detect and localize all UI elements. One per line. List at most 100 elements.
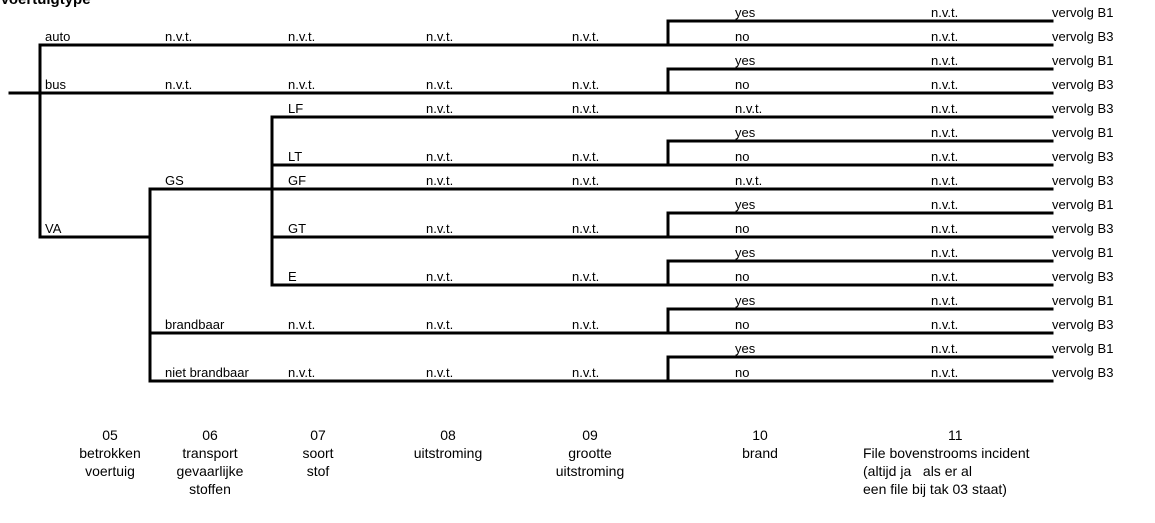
row-label-c07: n.v.t. [288,317,315,332]
row-label-c11: n.v.t. [931,269,958,284]
row-label-c08: n.v.t. [426,77,453,92]
footer-number: 08 [440,427,456,443]
row-label-c11: n.v.t. [931,221,958,236]
footer-number: 07 [310,427,326,443]
footer-number: 06 [202,427,218,443]
row-label-result: vervolg B1 [1052,53,1113,68]
footer-label: soort [302,445,334,461]
row-label-c09: n.v.t. [572,149,599,164]
row-label-c08: n.v.t. [426,317,453,332]
row-label-result: vervolg B1 [1052,125,1113,140]
row-label-result: vervolg B3 [1052,269,1113,284]
footer-col-11: 11 File bovenstrooms incident (altijd ja… [863,426,1093,498]
row-label-c09: n.v.t. [572,317,599,332]
row-label-c10: yes [735,245,756,260]
row-label-c11: n.v.t. [931,53,958,68]
row-label-c10: yes [735,125,756,140]
row-label-c10: yes [735,341,756,356]
footer-label: een file bij tak 03 staat) [863,481,1007,497]
row-label-c09: n.v.t. [572,221,599,236]
row-label-c11: n.v.t. [931,293,958,308]
row-label-result: vervolg B3 [1052,365,1113,380]
row-label-c11: n.v.t. [931,125,958,140]
row-label-c10: n.v.t. [735,173,762,188]
footer-col-09: 09 grootte uitstroming [535,426,645,480]
footer-label: gevaarlijke [176,463,244,479]
row-label-result: vervolg B3 [1052,101,1113,116]
row-label-c09: n.v.t. [572,269,599,284]
row-label-c07: n.v.t. [288,29,315,44]
row-label-c07: GT [288,221,306,236]
footer-label: File bovenstrooms incident [863,445,1030,461]
row-label-c06: n.v.t. [165,77,192,92]
row-label-c07: E [288,269,297,284]
row-label-c06: brandbaar [165,317,225,332]
row-label-c10: yes [735,53,756,68]
row-label-c06: n.v.t. [165,29,192,44]
row-label-c10: no [735,77,749,92]
row-label-result: vervolg B3 [1052,29,1113,44]
row-label-c05: bus [45,77,66,92]
row-label-c10: yes [735,197,756,212]
footer-label: brand [742,445,778,461]
row-label-c06: GS [165,173,184,188]
row-label-c10: no [735,365,749,380]
row-label-c09: n.v.t. [572,29,599,44]
row-label-c07: LT [288,149,302,164]
row-label-c10: no [735,221,749,236]
row-label-c11: n.v.t. [931,197,958,212]
footer-label: stoffen [189,481,231,497]
row-label-c08: n.v.t. [426,101,453,116]
footer-label: transport [182,445,238,461]
row-label-c08: n.v.t. [426,149,453,164]
row-label-c09: n.v.t. [572,101,599,116]
row-label-c11: n.v.t. [931,101,958,116]
row-label-c08: n.v.t. [426,29,453,44]
row-label-result: vervolg B3 [1052,173,1113,188]
row-label-c06: niet brandbaar [165,365,250,380]
row-label-c10: no [735,149,749,164]
row-label-result: vervolg B3 [1052,77,1113,92]
row-label-c10: yes [735,5,756,20]
footer-label: (altijd ja als er al [863,463,972,479]
row-label-result: vervolg B3 [1052,221,1113,236]
row-label-c11: n.v.t. [931,5,958,20]
row-label-result: vervolg B1 [1052,341,1113,356]
row-label-c05: auto [45,29,70,44]
row-label-c05: VA [45,221,62,236]
footer-number: 09 [582,427,598,443]
row-label-c11: n.v.t. [931,29,958,44]
row-label-result: vervolg B3 [1052,317,1113,332]
row-label-result: vervolg B1 [1052,197,1113,212]
row-label-c09: n.v.t. [572,173,599,188]
footer-col-08: 08 uitstroming [398,426,498,462]
footer-number: 11 [948,427,963,443]
row-label-c08: n.v.t. [426,269,453,284]
footer-number: 05 [102,427,118,443]
row-label-c10: no [735,29,749,44]
row-label-c10: n.v.t. [735,101,762,116]
row-label-c09: n.v.t. [572,77,599,92]
row-label-result: vervolg B1 [1052,245,1113,260]
row-label-result: vervolg B1 [1052,5,1113,20]
row-label-c10: no [735,317,749,332]
row-label-c11: n.v.t. [931,173,958,188]
row-label-c07: GF [288,173,306,188]
row-label-c11: n.v.t. [931,245,958,260]
footer-col-10: 10 brand [720,426,800,462]
footer-label: uitstroming [555,463,625,479]
row-label-c08: n.v.t. [426,173,453,188]
row-label-c11: n.v.t. [931,149,958,164]
row-label-c10: no [735,269,749,284]
row-label-result: vervolg B3 [1052,149,1113,164]
row-label-c11: n.v.t. [931,317,958,332]
row-label-c11: n.v.t. [931,77,958,92]
footer-number: 10 [752,427,768,443]
row-label-c11: n.v.t. [931,365,958,380]
footer-label: betrokken [79,445,141,461]
footer-col-06: 06 transport gevaarlijke stoffen [160,426,260,498]
footer-col-05: 05 betrokken voertuig [70,426,150,480]
row-label-c07: n.v.t. [288,365,315,380]
row-label-c11: n.v.t. [931,341,958,356]
